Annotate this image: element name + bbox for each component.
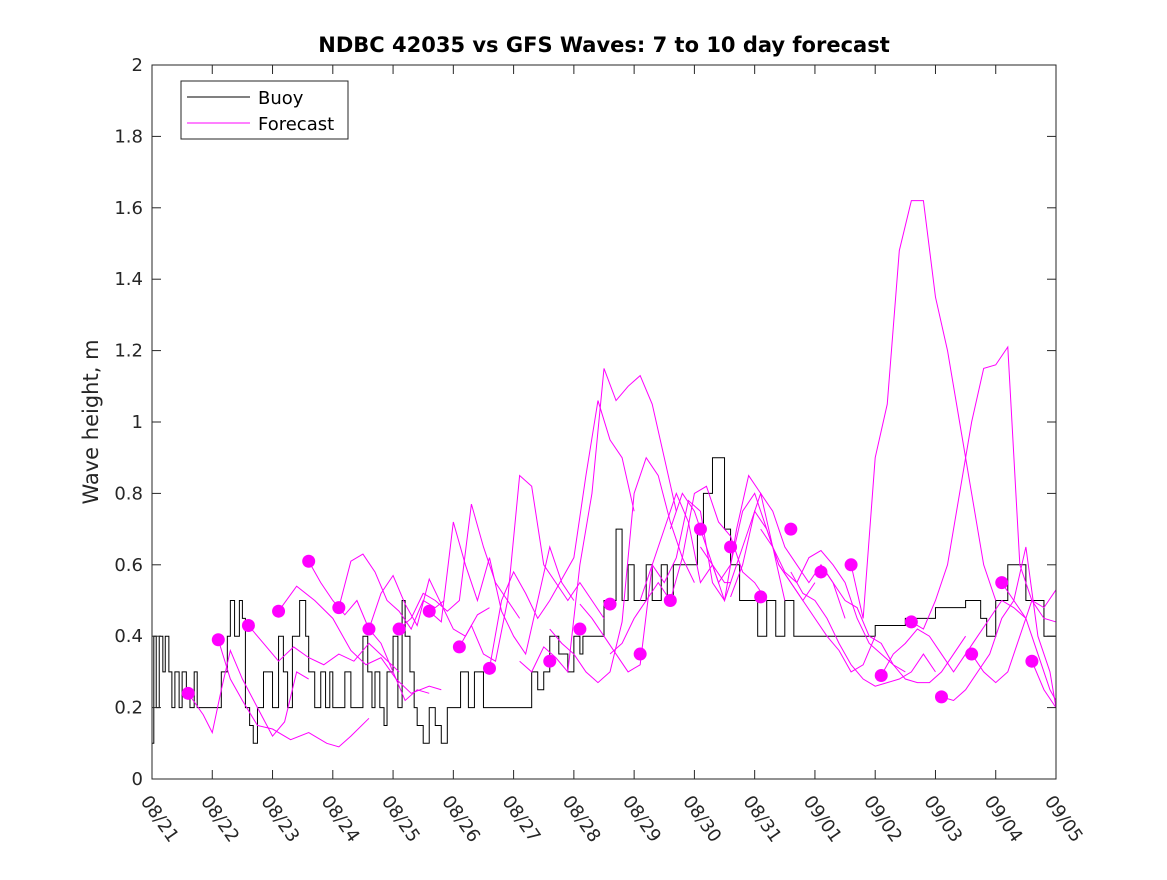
forecast-marker-2 <box>211 633 225 647</box>
forecast-line-24 <box>880 599 1027 676</box>
forecast-line-28 <box>1001 582 1057 701</box>
forecast-marker-15 <box>633 647 647 661</box>
legend-label-forecast: Forecast <box>258 114 334 135</box>
forecast-marker-13 <box>573 622 587 636</box>
legend-label-buoy: Buoy <box>258 88 304 109</box>
forecast-marker-16 <box>663 594 677 607</box>
forecast-line-11 <box>488 400 635 669</box>
forecast-marker-24 <box>904 615 918 629</box>
forecast-line-21 <box>790 571 936 687</box>
forecast-marker-7 <box>362 622 376 636</box>
marker-layer <box>181 522 1039 704</box>
y-tick-label-0: 0 <box>132 769 143 790</box>
y-tick-label-8: 1.6 <box>114 198 143 219</box>
legend: Buoy Forecast <box>180 80 349 140</box>
buoy-line <box>152 457 1057 744</box>
forecast-line-9 <box>428 521 575 656</box>
legend-box <box>180 80 349 140</box>
forecast-marker-21 <box>814 565 828 579</box>
forecast-line-22 <box>820 564 967 684</box>
y-tick-label-4: 0.8 <box>114 483 143 504</box>
forecast-line-2 <box>217 639 370 748</box>
forecast-line-10 <box>458 474 605 662</box>
forecast-line-29 <box>1031 660 1057 708</box>
forecast-marker-5 <box>302 554 316 568</box>
y-tick-label-6: 1.2 <box>114 341 143 362</box>
forecast-marker-18 <box>724 540 738 554</box>
forecast-line-4 <box>278 585 442 694</box>
forecast-marker-10 <box>452 640 466 654</box>
forecast-line-15 <box>609 485 768 655</box>
forecast-line-8 <box>398 503 521 630</box>
y-tick-label-7: 1.4 <box>114 269 143 290</box>
forecast-marker-25 <box>934 690 948 704</box>
y-tick-label-9: 1.8 <box>114 126 143 147</box>
forecast-line-3 <box>248 625 400 673</box>
y-tick-label-5: 1 <box>132 412 143 433</box>
forecast-line-6 <box>338 553 445 631</box>
y-tick-label-10: 2 <box>132 55 143 76</box>
series-layer <box>152 200 1057 748</box>
y-tick-label-2: 0.4 <box>114 626 143 647</box>
forecast-marker-4 <box>272 604 286 618</box>
forecast-line-1 <box>187 648 309 738</box>
forecast-marker-26 <box>965 647 979 661</box>
forecast-line-13 <box>549 456 695 684</box>
forecast-marker-6 <box>332 601 346 615</box>
forecast-marker-12 <box>543 654 557 668</box>
forecast-line-27 <box>971 589 1057 684</box>
y-axis-label: Wave height, m <box>79 339 103 504</box>
forecast-marker-3 <box>241 618 255 632</box>
forecast-marker-14 <box>603 597 617 611</box>
forecast-marker-1 <box>181 686 195 700</box>
forecast-marker-8 <box>392 622 406 636</box>
forecast-marker-11 <box>482 661 496 675</box>
forecast-marker-27 <box>995 576 1009 590</box>
forecast-marker-9 <box>422 604 436 618</box>
forecast-line-12 <box>519 368 677 674</box>
forecast-line-19 <box>730 510 876 673</box>
forecast-line-20 <box>760 528 906 673</box>
chart-title: NDBC 42035 vs GFS Waves: 7 to 10 day for… <box>318 33 889 57</box>
forecast-marker-17 <box>693 522 707 536</box>
plot-area <box>152 65 1056 779</box>
forecast-marker-22 <box>844 558 858 572</box>
y-tick-label-1: 0.2 <box>114 698 143 719</box>
forecast-marker-19 <box>754 590 768 604</box>
forecast-marker-28 <box>1025 654 1039 668</box>
forecast-line-26 <box>941 546 1057 708</box>
forecast-line-23 <box>850 200 997 619</box>
forecast-marker-23 <box>874 668 888 682</box>
y-tick-label-3: 0.6 <box>114 555 143 576</box>
forecast-marker-20 <box>784 522 798 536</box>
